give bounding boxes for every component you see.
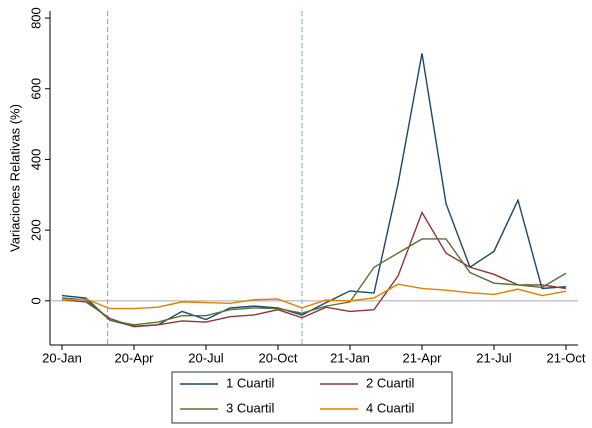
data-line (61, 283, 567, 310)
legend-label: 1 Cuartil (226, 375, 275, 390)
x-tick-label: 21-Jan (330, 350, 370, 365)
legend-box (171, 371, 453, 424)
y-tick-label: 600 (28, 78, 43, 100)
y-axis-title: Variaciones Relativas (%) (7, 104, 22, 252)
y-tick-label: 800 (28, 7, 43, 29)
legend-label: 2 Cuartil (366, 375, 415, 390)
legend-label: 3 Cuartil (226, 400, 275, 415)
x-tick-label: 21-Apr (402, 350, 442, 365)
x-tick-label: 20-Jul (188, 350, 224, 365)
x-tick-label: 20-Apr (114, 350, 154, 365)
x-tick-label: 21-Jul (476, 350, 512, 365)
x-tick-label: 20-Jan (42, 350, 82, 365)
y-tick-label: 400 (28, 149, 43, 171)
data-line (61, 53, 567, 327)
y-tick-label: 0 (28, 297, 43, 304)
data-line (61, 210, 567, 328)
x-tick-label: 21-Oct (546, 350, 585, 365)
x-tick-label: 20-Oct (258, 350, 297, 365)
legend-label: 4 Cuartil (366, 400, 415, 415)
data-line (61, 238, 567, 326)
y-tick-label: 200 (28, 219, 43, 241)
